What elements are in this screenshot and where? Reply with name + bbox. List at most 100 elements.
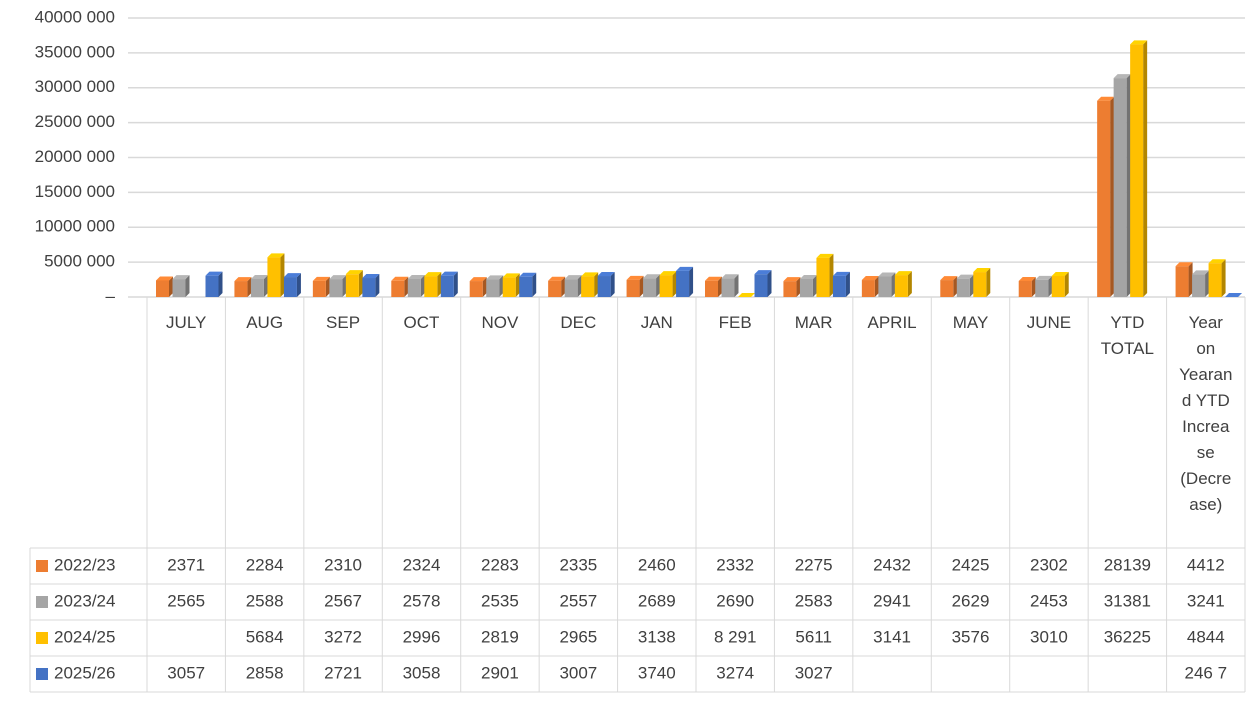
x-tick-label: OCT bbox=[403, 313, 440, 332]
bar bbox=[329, 279, 343, 297]
table-cell: 2302 bbox=[1030, 555, 1068, 574]
bar-top bbox=[1097, 96, 1115, 101]
bar bbox=[597, 276, 611, 297]
bar-top bbox=[345, 270, 363, 275]
bar-side bbox=[672, 271, 677, 297]
y-tick-label: 30000 000 bbox=[35, 77, 115, 96]
bar-top bbox=[878, 272, 896, 277]
bar-top bbox=[738, 292, 755, 297]
bar bbox=[1192, 274, 1206, 297]
bar-top bbox=[1113, 74, 1131, 79]
bar bbox=[1208, 263, 1222, 297]
table-cell: 3241 bbox=[1187, 591, 1225, 610]
bar bbox=[1113, 78, 1127, 297]
bar-top bbox=[502, 273, 520, 278]
bar-top bbox=[548, 276, 566, 281]
bar-side bbox=[610, 272, 615, 297]
bar-top bbox=[519, 272, 537, 277]
bar-side bbox=[1205, 270, 1210, 297]
x-tick-label: SEP bbox=[326, 313, 361, 332]
bar-side bbox=[969, 274, 974, 297]
bar-side bbox=[1048, 275, 1053, 297]
bar bbox=[956, 278, 970, 297]
table-cell: 3010 bbox=[1030, 627, 1068, 646]
bar-top bbox=[1035, 275, 1053, 280]
bar-top bbox=[156, 276, 173, 281]
bar-side bbox=[561, 276, 566, 297]
bar-side bbox=[453, 271, 458, 297]
x-tick-label: DEC bbox=[560, 313, 597, 332]
x-tick-label: JAN bbox=[640, 313, 673, 332]
bar-top bbox=[861, 276, 879, 281]
table-cell: 3141 bbox=[873, 627, 911, 646]
table-cell: 2629 bbox=[952, 591, 990, 610]
bar-side bbox=[751, 292, 755, 297]
bar-side bbox=[845, 271, 850, 297]
bar bbox=[205, 275, 219, 297]
y-tick-label: 20000 000 bbox=[35, 147, 115, 166]
bar bbox=[486, 279, 500, 297]
bar-top bbox=[469, 277, 487, 282]
table-cell: 8 291 bbox=[714, 627, 757, 646]
bar-top bbox=[172, 275, 190, 280]
bar bbox=[345, 274, 359, 297]
bar-top bbox=[283, 273, 301, 278]
table-cell: 2557 bbox=[559, 591, 597, 610]
bar bbox=[626, 279, 640, 297]
bar-top bbox=[894, 271, 912, 276]
legend-swatch bbox=[36, 632, 48, 644]
bar-side bbox=[1188, 262, 1193, 297]
table-cell: 2819 bbox=[481, 627, 519, 646]
bar-top bbox=[659, 271, 677, 276]
bar bbox=[676, 270, 690, 297]
table-cell: 3007 bbox=[559, 663, 597, 682]
bar bbox=[754, 274, 768, 297]
bar-side bbox=[577, 275, 582, 297]
bar-side bbox=[499, 275, 504, 297]
bar bbox=[362, 278, 376, 297]
bar-side bbox=[986, 268, 991, 297]
bar bbox=[440, 275, 454, 297]
bar bbox=[799, 278, 813, 297]
bar bbox=[424, 276, 438, 297]
bar-side bbox=[342, 275, 347, 297]
table-cell: 2335 bbox=[559, 555, 597, 574]
bar-side bbox=[767, 270, 772, 297]
legend-swatch bbox=[36, 596, 48, 608]
bar-top bbox=[973, 268, 991, 273]
table-cell: 2567 bbox=[324, 591, 362, 610]
table-cell: 2275 bbox=[795, 555, 833, 574]
y-tick-label: 15000 000 bbox=[35, 182, 115, 201]
bar bbox=[283, 277, 297, 297]
bar-side bbox=[734, 274, 739, 297]
bar-top bbox=[1175, 262, 1193, 267]
table-cell: 2996 bbox=[403, 627, 441, 646]
table-cell: 246 7 bbox=[1185, 663, 1228, 682]
bar-side bbox=[375, 274, 380, 297]
table-cell: 2324 bbox=[403, 555, 441, 574]
x-tick-label: AUG bbox=[246, 313, 284, 332]
bar-side bbox=[420, 275, 425, 297]
bar-top bbox=[1018, 276, 1036, 281]
bar-top bbox=[362, 274, 380, 279]
bar bbox=[816, 257, 830, 297]
bar-top bbox=[626, 275, 644, 280]
y-tick-label: 40000 000 bbox=[35, 7, 115, 26]
bar bbox=[1097, 100, 1111, 298]
bar bbox=[894, 275, 908, 297]
x-tick-label: Year on Yearand YTD Increase (Decrease) bbox=[1179, 313, 1233, 514]
bar-top bbox=[1225, 292, 1243, 297]
bar-side bbox=[280, 253, 285, 297]
bar-side bbox=[358, 270, 363, 297]
bar-side bbox=[1064, 272, 1069, 297]
bar-top bbox=[329, 275, 347, 280]
x-tick-label: MAR bbox=[794, 313, 833, 332]
bar bbox=[940, 280, 954, 297]
bar-top bbox=[581, 272, 599, 277]
legend-swatch bbox=[36, 668, 48, 680]
bar bbox=[721, 278, 735, 297]
table-cell: 2332 bbox=[716, 555, 754, 574]
bar-top bbox=[783, 277, 801, 282]
bar-top bbox=[816, 253, 834, 258]
